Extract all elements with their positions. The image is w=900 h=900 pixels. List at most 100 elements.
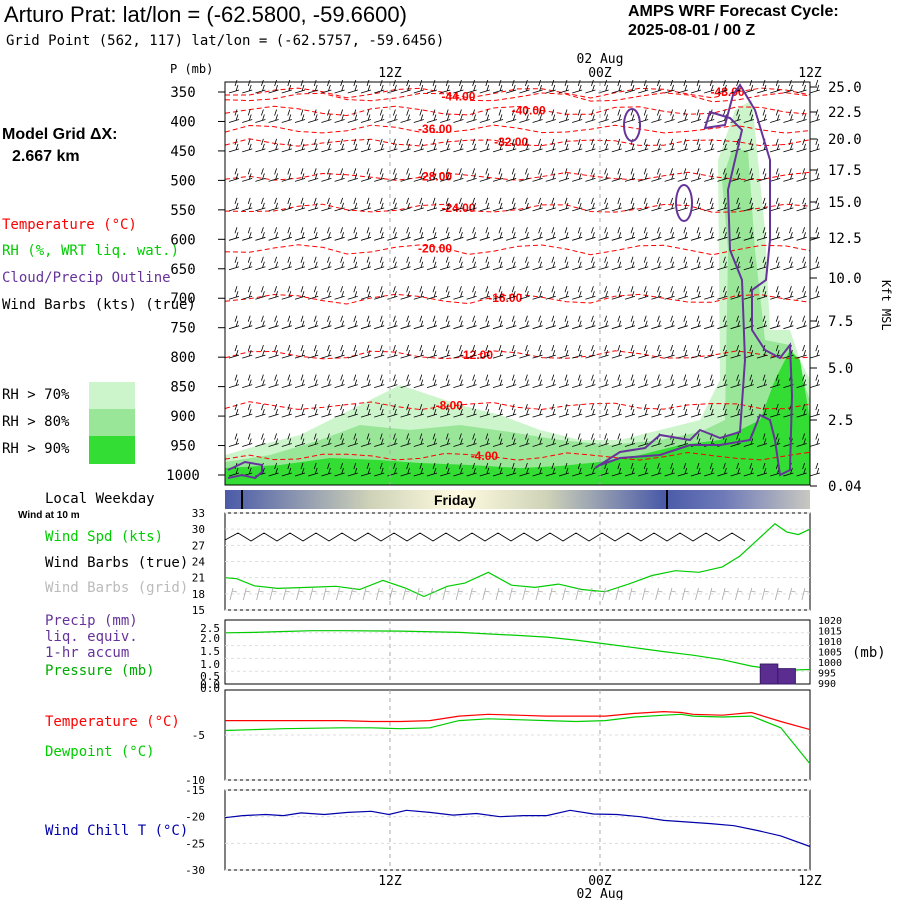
wind-barb [255,79,266,94]
wind-barb [347,374,358,388]
wind-barb [453,286,464,300]
wind-barb [466,345,477,359]
wind-barb [638,286,649,300]
wind-barb [796,168,807,182]
wind-barb [255,138,266,153]
wind-barb [585,168,596,182]
wind-barb [492,227,504,241]
temperature-contour [224,203,811,213]
wind-barb [308,462,319,477]
wind-barb [492,403,504,418]
wind-barb [532,79,543,94]
wind-barb [255,168,266,182]
wind-barb [400,109,411,123]
wind-barb [347,286,358,300]
legend-wind-barbs: Wind Barbs (kts) (true) [2,297,196,313]
wind-barb [492,197,504,212]
wind-barb [281,256,292,271]
wind-barb [242,227,253,241]
wind-barb [796,345,807,359]
wind-barb [743,227,754,241]
wind-barb [677,403,688,418]
wind-barb [387,374,398,388]
wind-barb [440,109,451,123]
temperature-contour [224,293,811,305]
pressure-tick-label: 550 [170,203,195,219]
wind-barb-grid [628,587,637,601]
wind-barb [400,403,411,418]
pressure-tick-label: 1000 [166,468,200,484]
wind-barb [321,286,332,300]
wind-barb [545,197,556,212]
chill-tick-label: -20 [185,811,205,824]
wind-barb [783,286,794,300]
wind-barb [308,374,319,388]
wind-barb [387,109,398,123]
wind-barb [558,345,570,359]
wind-barb-row [228,256,820,271]
wind-barb [426,286,438,300]
pressure-tick-label: 1005 [818,648,842,659]
wind-speed-label: Wind Spd (kts) [45,529,164,545]
wind-barb [664,345,675,359]
wind-barb [466,79,477,94]
wind-barb [519,109,530,123]
wind-barb [624,256,636,271]
cloud-outline [675,184,693,222]
temperature-contour [224,92,811,103]
temperature-contour [225,87,811,99]
wind-barb [717,374,728,388]
wind-barb [347,197,358,212]
wind-barb [532,462,543,477]
wind-barb [413,168,424,182]
wind-barb [519,345,530,359]
wind-barb [466,256,477,271]
wind-barb [479,286,490,300]
temperature-contour-label: -40.00 [512,103,546,117]
wind-barb [426,403,438,418]
pressure-tick-label: 750 [170,321,195,337]
temperature-contour [224,451,811,461]
wind-barb [466,168,477,182]
wind-barb [334,315,345,330]
wind-barb [624,168,636,182]
wind-barb [228,168,240,182]
wind-barb [506,315,517,330]
dewpoint-panel-label: Dewpoint (°C) [45,744,155,760]
wind-barb [519,79,530,94]
wind-barb [532,197,543,212]
pressure-tick-label: 850 [170,380,195,396]
wind-barb [242,79,253,94]
wind-barb [770,109,781,123]
wind-barb [651,286,662,300]
wind-barb [294,374,306,388]
wind-barb-row [228,345,820,359]
wind-barb [387,138,398,153]
wind-barb [730,256,741,271]
wind-barb [255,345,266,359]
wind-barb [519,168,530,182]
wind-barb [426,168,438,182]
wind-barb [545,256,556,271]
height-tick-label: 2.5 [828,413,853,429]
wind-barb-grid [615,587,623,601]
wind-barb [426,462,438,477]
wind-tick-label: 27 [192,539,205,552]
wind-barb [572,109,583,123]
wind-barb [796,374,807,388]
wind-barb [360,462,372,477]
wind-barb [585,138,596,153]
wind-barb [387,227,398,241]
wind-barb [321,315,332,330]
wind-barb [466,403,477,418]
wind-barb [308,403,319,418]
wind-barb [717,462,728,477]
wind-barb [545,286,556,300]
wind-barb [743,374,754,388]
wind-barb-grid [469,587,477,601]
wind-barb [743,462,754,477]
wind-chill-label: Wind Chill T (°C) [45,823,189,839]
wind-barb [492,79,504,94]
precip-tick-label: 0.5 [200,670,220,683]
wind-barb [585,197,596,212]
